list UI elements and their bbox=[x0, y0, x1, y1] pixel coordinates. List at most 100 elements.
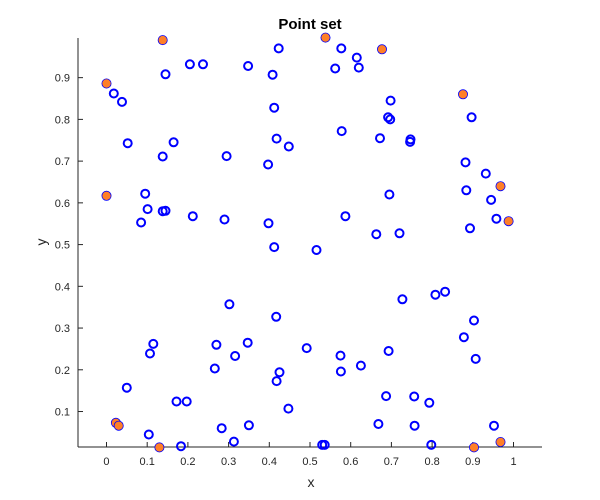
data-point bbox=[271, 376, 282, 387]
data-point bbox=[160, 69, 171, 80]
data-point bbox=[269, 102, 280, 113]
data-point bbox=[274, 367, 285, 378]
data-point bbox=[171, 396, 182, 407]
data-point bbox=[335, 350, 346, 361]
chart-title: Point set bbox=[278, 16, 341, 33]
highlighted-point bbox=[154, 442, 165, 453]
data-point bbox=[311, 245, 322, 255]
x-tick-label: 0.6 bbox=[343, 456, 358, 468]
data-point bbox=[480, 168, 491, 179]
y-tick-label: 0.2 bbox=[55, 365, 70, 377]
y-tick-label: 0.8 bbox=[55, 114, 70, 126]
data-point bbox=[157, 151, 168, 162]
data-point bbox=[263, 159, 274, 170]
plot-background bbox=[78, 38, 542, 447]
highlighted-point bbox=[503, 216, 514, 227]
x-tick-label: 0.8 bbox=[424, 456, 439, 468]
y-tick-label: 0.9 bbox=[55, 73, 70, 85]
data-point bbox=[440, 286, 451, 297]
data-point bbox=[228, 436, 239, 447]
data-point bbox=[243, 61, 254, 71]
data-point bbox=[489, 420, 499, 431]
data-point bbox=[267, 69, 278, 80]
data-point bbox=[230, 351, 241, 361]
data-point bbox=[461, 185, 472, 196]
data-point bbox=[381, 391, 392, 402]
data-point bbox=[181, 396, 192, 407]
data-point bbox=[108, 88, 119, 99]
data-point bbox=[121, 382, 132, 393]
data-point bbox=[336, 126, 347, 137]
data-point bbox=[385, 114, 396, 125]
y-axis-label: y bbox=[33, 239, 49, 246]
x-tick-label: 0.3 bbox=[221, 456, 236, 468]
data-point bbox=[340, 211, 351, 222]
data-point bbox=[216, 423, 227, 434]
data-point bbox=[371, 229, 382, 240]
data-point bbox=[405, 136, 416, 147]
highlighted-point bbox=[101, 78, 112, 89]
y-tick-label: 0.6 bbox=[55, 198, 70, 210]
highlighted-point bbox=[157, 35, 168, 46]
data-point bbox=[143, 429, 154, 440]
data-point bbox=[351, 52, 362, 63]
data-point bbox=[330, 63, 341, 74]
y-tick-label: 0.1 bbox=[55, 407, 70, 419]
data-point bbox=[335, 366, 346, 377]
data-point bbox=[269, 242, 280, 253]
data-point bbox=[263, 218, 274, 229]
data-point bbox=[384, 189, 395, 200]
data-point bbox=[336, 43, 347, 54]
data-point bbox=[142, 204, 153, 215]
data-point bbox=[187, 211, 198, 222]
data-point bbox=[148, 338, 159, 349]
data-point bbox=[224, 299, 235, 310]
data-point bbox=[409, 391, 420, 402]
data-point bbox=[140, 188, 151, 199]
x-tick-label: 0.5 bbox=[302, 456, 317, 468]
x-tick-label: 0.9 bbox=[465, 456, 480, 468]
highlighted-point bbox=[113, 420, 124, 431]
data-point bbox=[383, 112, 394, 123]
highlighted-point bbox=[457, 89, 468, 100]
data-point bbox=[273, 43, 284, 54]
x-axis-label: x bbox=[308, 474, 315, 490]
data-point bbox=[136, 217, 147, 228]
data-point bbox=[430, 289, 441, 300]
data-point bbox=[271, 311, 282, 322]
data-point bbox=[426, 439, 437, 450]
data-point bbox=[409, 420, 420, 431]
data-point bbox=[184, 59, 195, 70]
highlighted-point bbox=[495, 181, 506, 192]
data-point bbox=[176, 441, 186, 452]
x-tick-label: 1 bbox=[510, 456, 516, 468]
data-point bbox=[122, 138, 133, 149]
y-tick-label: 0.4 bbox=[55, 281, 70, 293]
data-point bbox=[221, 151, 232, 162]
data-points bbox=[101, 32, 514, 453]
highlighted-point bbox=[468, 442, 479, 453]
data-point bbox=[160, 205, 171, 216]
data-point bbox=[458, 332, 469, 343]
data-point bbox=[397, 294, 408, 305]
data-point bbox=[319, 439, 330, 450]
data-point bbox=[209, 363, 220, 374]
data-point bbox=[211, 339, 222, 350]
x-tick-label: 0 bbox=[103, 456, 109, 468]
data-point bbox=[271, 133, 282, 144]
x-tick-label: 0.2 bbox=[180, 456, 195, 468]
data-point bbox=[373, 419, 384, 429]
data-point bbox=[424, 397, 435, 408]
data-point bbox=[460, 157, 471, 168]
data-point bbox=[466, 112, 477, 123]
highlighted-point bbox=[320, 32, 331, 43]
y-tick-label: 0.3 bbox=[55, 323, 70, 335]
data-point bbox=[375, 133, 385, 144]
axes: 0 0.1 0.2 0.3 0.4 0.5 0.6 0.7 0.8 0.9 1 0.1 0.2 0.3 0.… bbox=[55, 38, 542, 468]
x-tick-label: 0.4 bbox=[262, 456, 277, 468]
data-point bbox=[117, 96, 127, 107]
data-point bbox=[145, 348, 155, 359]
data-point bbox=[465, 223, 475, 234]
x-tick-label: 0.7 bbox=[384, 456, 399, 468]
